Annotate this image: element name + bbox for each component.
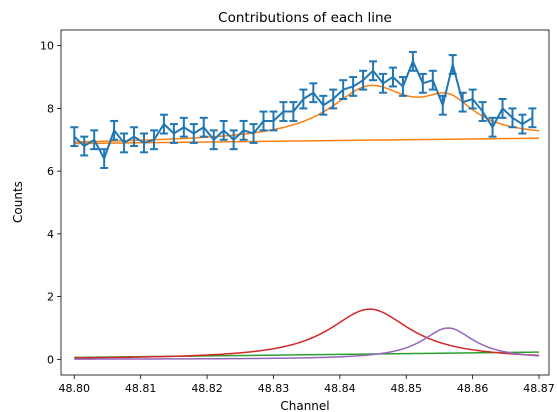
plot-area	[70, 50, 540, 360]
data-point	[309, 82, 318, 104]
data-point	[359, 69, 368, 91]
x-tick-label: 48.83	[258, 382, 290, 395]
data-point	[80, 135, 89, 157]
data-point	[349, 76, 358, 97]
axes-frame	[60, 29, 550, 376]
data-point	[269, 110, 278, 132]
data-point	[70, 126, 79, 148]
data-point	[498, 98, 507, 119]
data-point	[528, 107, 537, 129]
data-point	[388, 66, 397, 88]
data-point	[418, 72, 427, 94]
data-point	[149, 129, 158, 151]
data-point	[508, 107, 517, 129]
y-axis: 0 2 4 6 8 10	[40, 40, 61, 366]
data-point	[120, 132, 129, 154]
data-point	[279, 101, 288, 122]
x-tick-label: 48.85	[391, 382, 423, 395]
component-curve-4	[74, 327, 540, 360]
data-point	[468, 88, 477, 110]
data-point	[189, 123, 198, 144]
data-point	[488, 116, 497, 138]
data-point	[209, 129, 218, 151]
data-point	[259, 110, 268, 132]
x-tick-label: 48.86	[457, 382, 489, 395]
data-point	[398, 76, 407, 97]
data-point	[478, 101, 487, 122]
y-tick-label: 6	[47, 165, 54, 178]
data-point	[339, 79, 348, 100]
data-point	[239, 119, 248, 141]
data-point	[448, 54, 457, 75]
x-tick-label: 48.80	[59, 382, 91, 395]
data-point	[219, 119, 228, 141]
y-tick-label: 8	[47, 102, 54, 115]
data-point	[130, 126, 139, 148]
x-tick-label: 48.84	[324, 382, 356, 395]
x-tick-label: 48.81	[125, 382, 157, 395]
y-tick-label: 2	[47, 291, 54, 304]
data-point	[90, 129, 99, 151]
data-point	[458, 91, 467, 113]
data-point	[159, 113, 168, 135]
data-point	[229, 129, 238, 151]
data-point	[110, 119, 119, 141]
background-curve-0	[74, 137, 540, 145]
y-tick-label: 10	[40, 40, 54, 53]
x-tick-label: 48.82	[191, 382, 223, 395]
data-point	[139, 132, 148, 154]
data-point	[289, 101, 298, 122]
data-point	[199, 116, 208, 138]
data-point	[249, 123, 258, 144]
data-point	[299, 88, 308, 110]
x-axis-label: Channel	[280, 399, 329, 412]
data-point	[329, 88, 338, 110]
data-point	[428, 69, 437, 91]
data-point	[179, 116, 188, 138]
data-point	[169, 123, 178, 144]
data-point	[438, 94, 447, 116]
data-point	[379, 72, 388, 94]
data-point	[369, 60, 378, 82]
y-tick-label: 4	[47, 228, 54, 241]
data-point	[408, 50, 417, 72]
component-curve-3	[74, 308, 540, 359]
x-tick-label: 48.87	[523, 382, 555, 395]
y-axis-label: Counts	[11, 181, 25, 223]
data-point	[100, 148, 109, 169]
x-axis: 48.80 48.81 48.82 48.83 48.84 48.85 48.86 48.87	[59, 375, 555, 395]
data-point	[518, 113, 527, 135]
chart-title: Contributions of each line	[218, 10, 392, 26]
data-point	[319, 94, 328, 116]
y-tick-label: 0	[47, 353, 54, 366]
